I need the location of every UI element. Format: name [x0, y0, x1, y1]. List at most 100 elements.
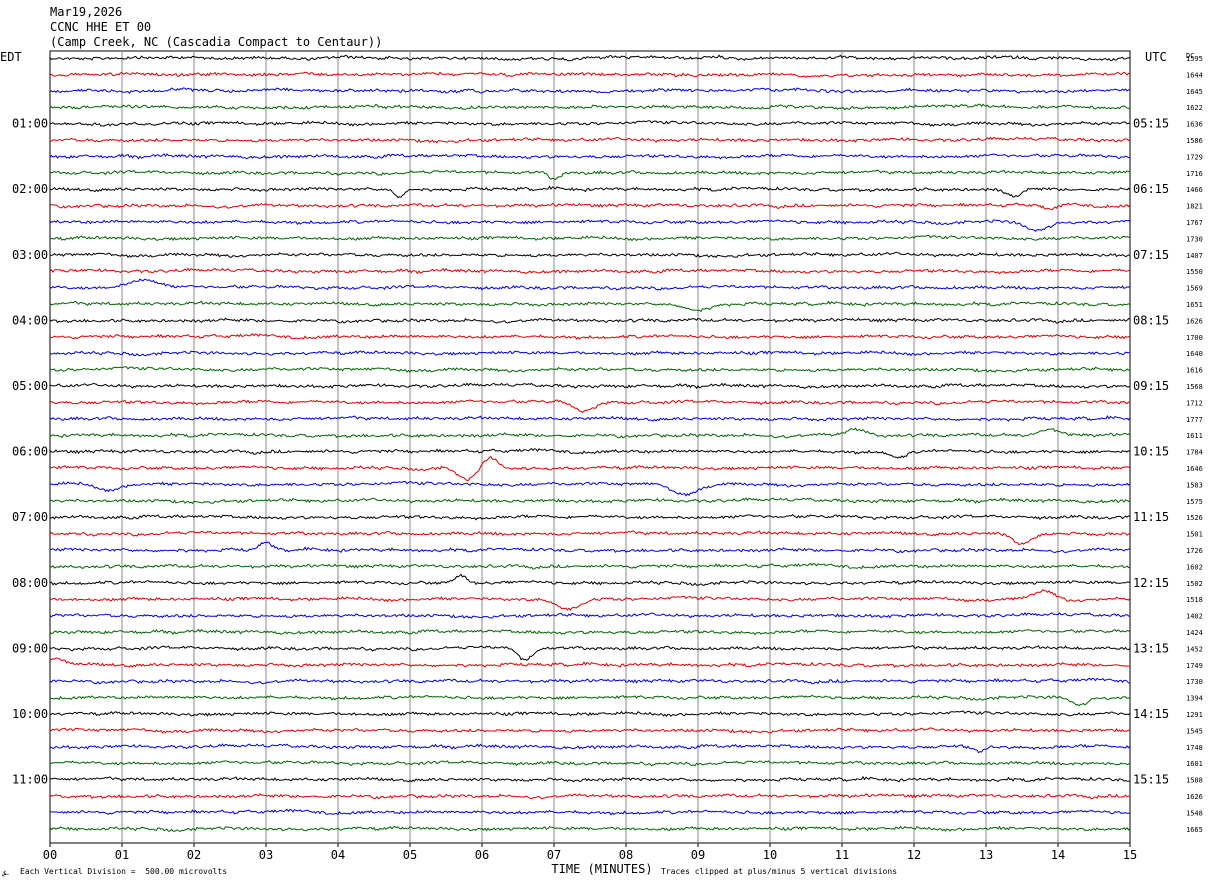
right-hour-label: 10:15	[1133, 445, 1169, 459]
trace-row-1	[49, 71, 1131, 78]
trace-row-40	[49, 710, 1131, 718]
dc-offset-label: 1575	[1186, 498, 1203, 506]
dc-offset-label: 1586	[1186, 137, 1203, 145]
clip-note: Traces clipped at plus/minus 5 vertical …	[661, 867, 898, 876]
left-hour-label: 03:00	[12, 248, 48, 262]
trace-row-27	[49, 497, 1131, 505]
dc-offset-label: 1646	[1186, 465, 1203, 473]
x-tick-label: 04	[331, 848, 345, 862]
dc-offset-label: 1730	[1186, 235, 1203, 243]
dc-offset-label: 1602	[1186, 563, 1203, 571]
dc-offset-label: 1518	[1186, 596, 1203, 604]
dc-offset-label: 1729	[1186, 153, 1203, 161]
trace-row-26	[49, 480, 1131, 497]
trace-row-33	[49, 589, 1131, 611]
header-station: CCNC HHE ET 00	[50, 20, 152, 34]
trace-row-19	[49, 366, 1131, 373]
x-tick-label: 01	[115, 848, 129, 862]
dc-offset-label: 1626	[1186, 317, 1203, 325]
trace-row-29	[49, 530, 1131, 546]
dc-offset-label: 1821	[1186, 203, 1203, 211]
dc-offset-label: 1726	[1186, 547, 1203, 555]
left-hour-label: 01:00	[12, 117, 48, 131]
trace-row-35	[49, 628, 1131, 636]
left-hour-label: 05:00	[12, 379, 48, 393]
left-hour-label: 10:00	[12, 707, 48, 721]
right-hour-label: 09:15	[1133, 379, 1169, 393]
x-tick-label: 10	[763, 848, 777, 862]
dc-offset-label: 1784	[1186, 449, 1203, 457]
trace-row-9	[49, 202, 1131, 211]
dc-offset-label: 1394	[1186, 695, 1203, 703]
trace-row-8	[49, 185, 1131, 199]
dc-offset-label: 1626	[1186, 793, 1203, 801]
dc-offset-label: 1616	[1186, 367, 1203, 375]
right-timezone-label: UTC	[1145, 50, 1167, 64]
left-hour-label: 04:00	[12, 313, 48, 327]
trace-row-42	[49, 743, 1131, 754]
trace-row-45	[49, 793, 1131, 800]
trace-row-44	[49, 775, 1131, 783]
trace-row-20	[49, 382, 1130, 390]
x-tick-label: 03	[259, 848, 273, 862]
dc-offset-label: 1749	[1186, 662, 1203, 670]
dc-offset-label: 1501	[1186, 531, 1203, 539]
dc-offset-label: 1583	[1186, 481, 1203, 489]
x-tick-label: 09	[691, 848, 705, 862]
dc-offset-label: 1767	[1186, 219, 1203, 227]
x-tick-label: 08	[619, 848, 633, 862]
trace-row-2	[49, 87, 1131, 95]
dc-offset-label: 1777	[1186, 416, 1203, 424]
x-tick-label: 02	[187, 848, 201, 862]
x-axis-title: TIME (MINUTES)	[551, 862, 652, 876]
dc-offset-label: 1716	[1186, 170, 1203, 178]
right-hour-label: 15:15	[1133, 773, 1169, 787]
header-date: Mar19,2026	[50, 5, 123, 19]
trace-row-31	[49, 562, 1131, 570]
left-hour-label: 11:00	[12, 773, 48, 787]
dc-offset-label: 1291	[1186, 711, 1203, 719]
trace-row-22	[49, 415, 1131, 422]
dc-offset-label: 1595	[1186, 55, 1203, 63]
dc-offset-label: 1640	[1186, 350, 1203, 358]
trace-row-12	[49, 251, 1131, 259]
dc-column-label: DC	[1186, 52, 1194, 60]
trace-row-43	[49, 760, 1131, 767]
trace-row-0	[49, 54, 1131, 62]
dc-offset-label: 1526	[1186, 514, 1203, 522]
dc-offset-label: 1730	[1186, 678, 1203, 686]
dc-offset-label: 1651	[1186, 301, 1203, 309]
header-location: (Camp Creek, NC (Cascadia Compact to Cen…	[50, 35, 383, 49]
trace-row-21	[49, 399, 1131, 414]
x-tick-label: 05	[403, 848, 417, 862]
right-hour-label: 07:15	[1133, 248, 1169, 262]
trace-row-25	[49, 456, 1131, 481]
x-tick-label: 12	[907, 848, 921, 862]
right-hour-label: 05:15	[1133, 117, 1169, 131]
left-hour-label: 02:00	[12, 182, 48, 196]
trace-row-17	[49, 333, 1131, 340]
x-tick-label: 15	[1123, 848, 1137, 862]
trace-row-30	[49, 541, 1131, 554]
trace-row-47	[49, 825, 1131, 832]
trace-row-13	[49, 267, 1131, 275]
dc-offset-label: 1748	[1186, 744, 1203, 752]
trace-row-38	[49, 677, 1131, 685]
right-hour-label: 08:15	[1133, 313, 1169, 327]
dc-offset-label: 1665	[1186, 826, 1203, 834]
right-hour-label: 11:15	[1133, 510, 1169, 524]
trace-row-4	[49, 120, 1131, 127]
dc-offset-label: 1550	[1186, 268, 1203, 276]
dc-offset-label: 1548	[1186, 809, 1203, 817]
trace-row-23	[49, 427, 1131, 439]
trace-row-34	[49, 612, 1131, 619]
left-timezone-label: EDT	[0, 50, 22, 64]
trace-row-10	[49, 219, 1131, 232]
x-tick-label: 13	[979, 848, 993, 862]
trace-row-46	[49, 808, 1131, 816]
left-hour-label: 07:00	[12, 510, 48, 524]
dc-offset-label: 1568	[1186, 383, 1203, 391]
right-hour-label: 13:15	[1133, 641, 1169, 655]
dc-offset-label: 1611	[1186, 432, 1203, 440]
